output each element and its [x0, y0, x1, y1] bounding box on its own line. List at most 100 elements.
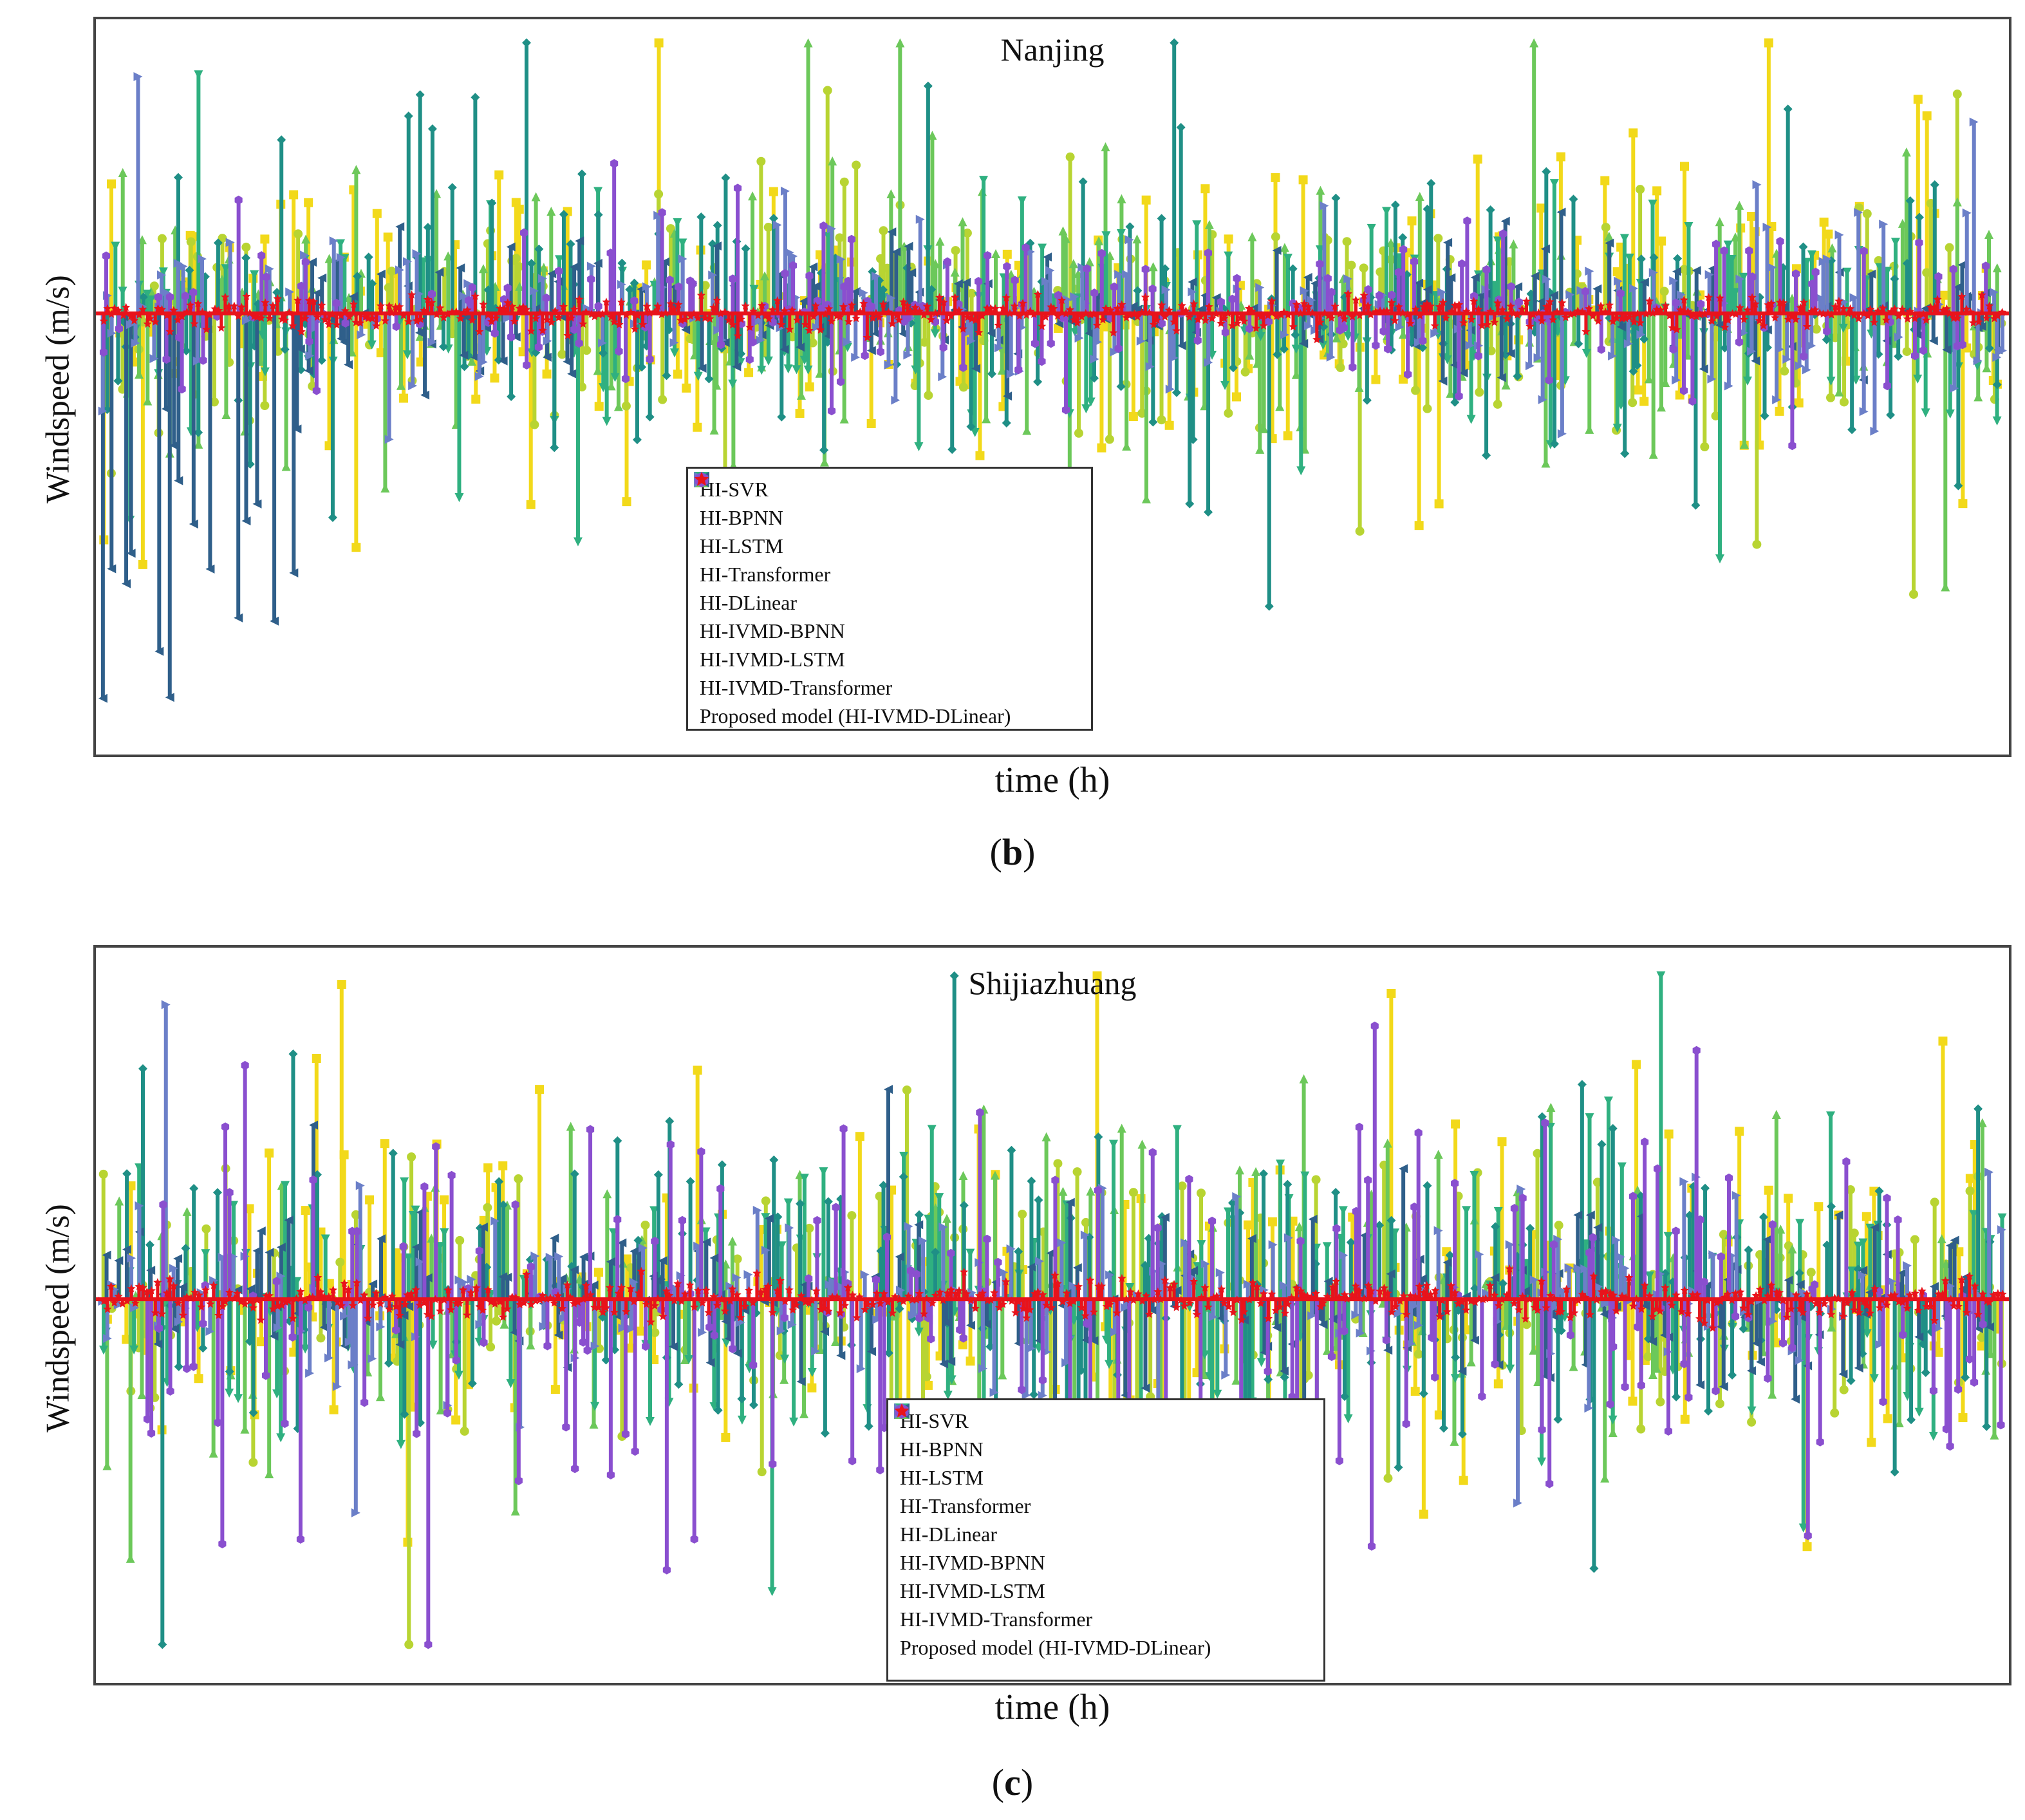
stem-marker: [126, 320, 135, 330]
legend-item: HI-SVR: [694, 472, 1079, 503]
stem-marker: [886, 293, 896, 303]
stem-marker: [1394, 302, 1403, 311]
stem-marker: [162, 355, 171, 364]
stem-marker: [1414, 337, 1423, 347]
stem-marker: [460, 362, 469, 371]
stem-marker: [521, 38, 531, 48]
stem-marker: [1470, 292, 1479, 301]
stem-marker: [1842, 267, 1852, 277]
stem-marker: [1041, 276, 1050, 286]
stem-marker: [1161, 285, 1171, 295]
stem-marker: [1332, 333, 1341, 342]
stem-marker: [531, 314, 541, 323]
legend-label: HI-SVR: [700, 477, 769, 501]
stem-marker: [1470, 272, 1480, 282]
stem-marker: [1529, 38, 1539, 48]
stem-marker: [713, 325, 723, 335]
stem-marker: [357, 330, 366, 339]
stem-marker: [1275, 402, 1285, 411]
stem-marker: [1922, 268, 1932, 277]
stem-marker: [321, 315, 330, 324]
stem-marker: [241, 516, 251, 526]
stem-marker: [785, 324, 794, 333]
stem-marker: [1045, 266, 1055, 276]
stem-marker: [1415, 192, 1424, 202]
stem-marker: [265, 314, 274, 323]
stem-marker: [764, 314, 774, 323]
stem-marker: [1372, 341, 1380, 350]
stem-marker: [776, 323, 785, 332]
stem-marker: [111, 241, 120, 251]
stem-marker: [1604, 231, 1614, 241]
stem-marker: [1033, 290, 1043, 298]
stem-marker: [1788, 441, 1796, 451]
stem-marker: [1043, 252, 1052, 262]
legend-item: HI-DLinear: [694, 472, 1079, 617]
stem-marker: [1648, 200, 1657, 209]
stem-marker: [529, 286, 539, 296]
stem-marker: [471, 292, 480, 300]
stem-marker: [1755, 316, 1764, 325]
stem-marker: [704, 374, 714, 384]
stem-marker: [205, 564, 215, 574]
stem-marker: [427, 289, 436, 299]
stem-marker: [221, 410, 231, 420]
stem-marker: [630, 324, 640, 333]
stem-marker: [760, 271, 770, 281]
stem-marker: [1798, 242, 1808, 252]
stem-marker: [1367, 223, 1376, 233]
stem-marker: [729, 274, 737, 284]
stem-marker: [503, 314, 512, 323]
stem-marker: [986, 328, 996, 338]
stem-marker: [1601, 223, 1610, 232]
stem-marker: [1070, 292, 1079, 301]
stem-marker: [1010, 301, 1019, 310]
stem-marker: [1636, 1424, 1646, 1434]
stem-marker: [317, 355, 326, 365]
stem-marker: [456, 263, 465, 273]
stem-marker: [1740, 440, 1750, 449]
stem-marker: [899, 329, 908, 339]
stem-marker: [1339, 292, 1349, 302]
stem-marker: [415, 289, 424, 299]
stem-marker: [376, 348, 386, 357]
stem-marker: [245, 459, 255, 469]
stem-marker: [478, 264, 488, 274]
stem-marker: [658, 395, 667, 404]
stem-marker: [1824, 229, 1833, 239]
stem-marker: [1807, 250, 1816, 259]
stem-marker: [1530, 271, 1540, 281]
stem-marker: [550, 443, 559, 453]
stem-marker: [1715, 320, 1724, 330]
stem-marker: [1327, 287, 1336, 297]
stem-marker: [1700, 442, 1710, 451]
stem-marker: [1455, 391, 1463, 401]
stem-marker: [582, 346, 592, 355]
stem-marker: [630, 278, 639, 288]
stem-marker: [294, 229, 303, 239]
stem-marker: [1745, 246, 1753, 256]
stem-marker: [1148, 262, 1158, 272]
stem-marker: [1245, 350, 1255, 360]
stem-marker: [293, 296, 303, 305]
stem-marker: [1459, 1476, 1468, 1485]
stem-marker: [594, 402, 604, 411]
stem-marker: [935, 236, 945, 246]
stem-marker: [535, 1085, 545, 1094]
stem-marker: [1742, 376, 1752, 386]
stem-marker: [1433, 234, 1443, 243]
stem-marker: [1867, 1438, 1876, 1447]
stem-marker: [811, 281, 821, 291]
stem-marker: [1561, 313, 1571, 321]
stem-marker: [272, 288, 282, 297]
stem-plot: [96, 38, 2009, 703]
stem-marker: [763, 223, 773, 232]
stem-marker: [1053, 312, 1062, 320]
stem-marker: [491, 314, 501, 322]
stem-marker: [107, 564, 117, 574]
stem-marker: [1239, 317, 1249, 325]
stem-marker: [666, 275, 674, 285]
stem-marker: [309, 297, 319, 306]
stem-marker: [1747, 1417, 1757, 1427]
stem-marker: [1672, 375, 1681, 385]
